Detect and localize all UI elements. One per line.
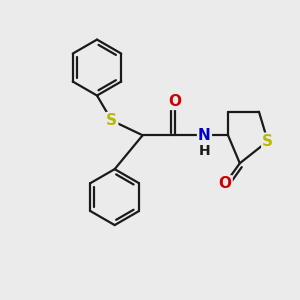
Text: O: O bbox=[219, 176, 232, 191]
Text: S: S bbox=[106, 113, 117, 128]
Text: H: H bbox=[199, 144, 210, 158]
Text: N: N bbox=[198, 128, 211, 143]
Text: O: O bbox=[169, 94, 182, 109]
Text: S: S bbox=[262, 134, 273, 149]
